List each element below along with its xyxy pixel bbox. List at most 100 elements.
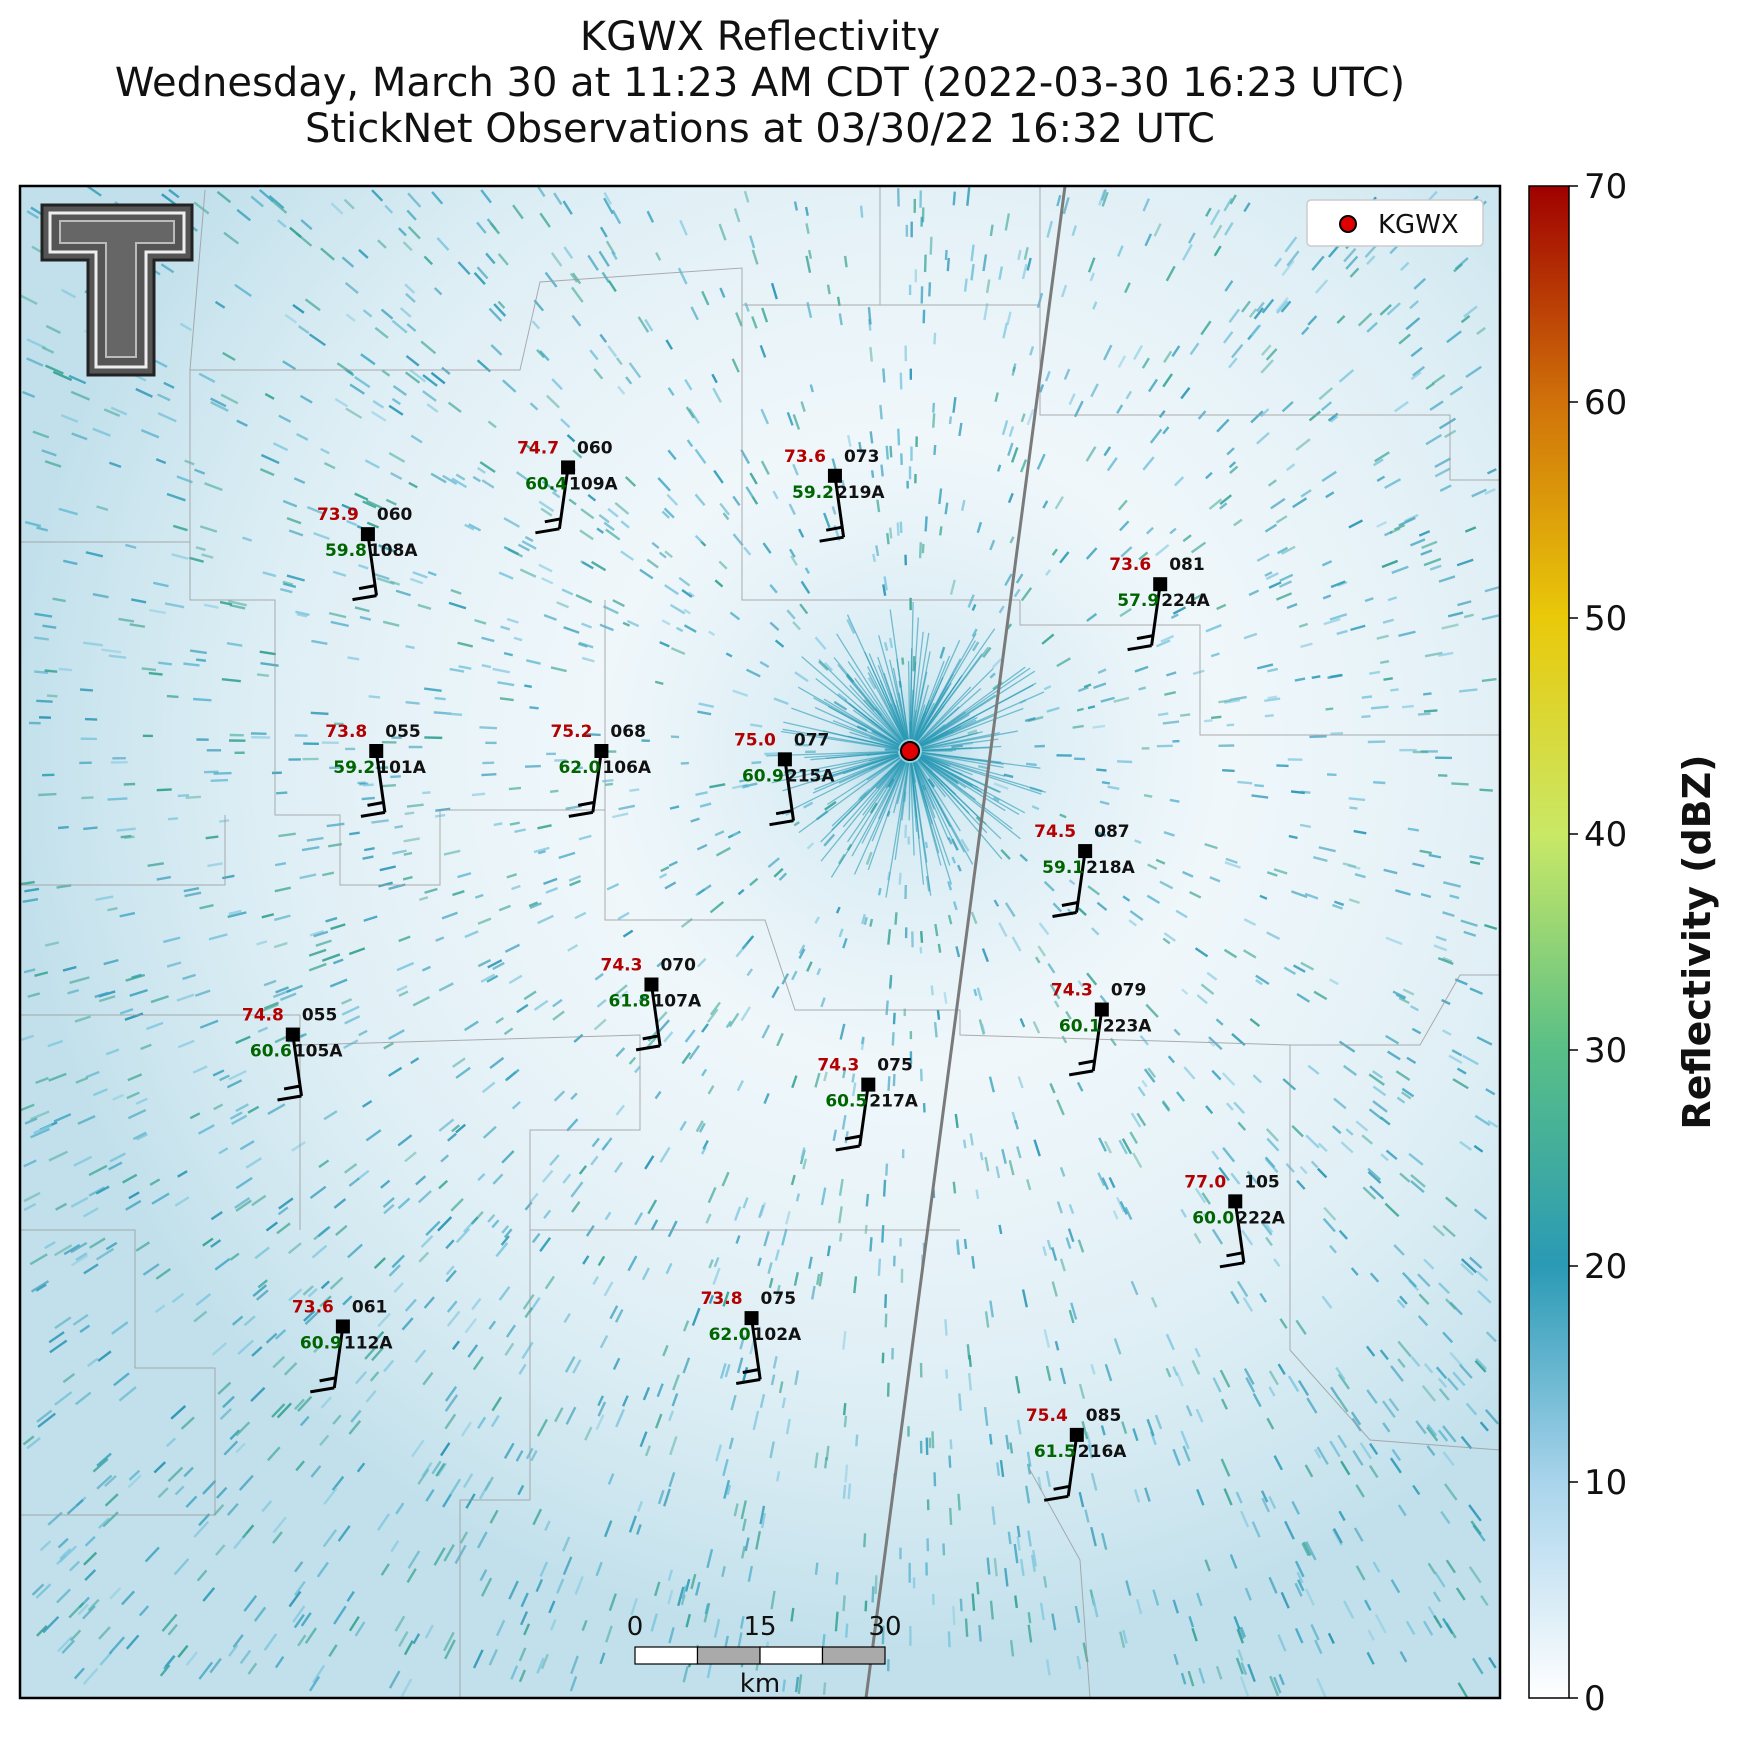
scale-label-15: 15 (743, 1612, 776, 1642)
reflectivity-speckle (841, 1115, 847, 1130)
reflectivity-speckle (1216, 418, 1230, 433)
reflectivity-speckle (293, 1613, 305, 1629)
reflectivity-speckle (346, 1590, 355, 1602)
scale-unit: km (740, 1669, 780, 1699)
reflectivity-speckle (1434, 1571, 1446, 1588)
reflectivity-speckle (1241, 300, 1251, 313)
reflectivity-speckle (1338, 1040, 1356, 1053)
reflectivity-speckle (1355, 1120, 1369, 1132)
reflectivity-speckle (951, 838, 959, 851)
clutter-ray (846, 760, 904, 843)
station-temperature: 75.4 (1026, 1406, 1068, 1426)
reflectivity-speckle (809, 384, 814, 393)
reflectivity-speckle (824, 1456, 828, 1469)
reflectivity-speckle (1266, 1137, 1280, 1152)
reflectivity-speckle (728, 1437, 734, 1450)
reflectivity-speckle (945, 1369, 949, 1379)
reflectivity-speckle (926, 1538, 930, 1552)
reflectivity-speckle (250, 732, 267, 735)
station-marker (285, 1027, 300, 1042)
reflectivity-speckle (759, 1393, 766, 1408)
reflectivity-speckle (1026, 1451, 1032, 1467)
reflectivity-speckle (276, 1222, 291, 1235)
reflectivity-speckle (1457, 1682, 1469, 1698)
reflectivity-speckle (1191, 1359, 1201, 1375)
station-pressure: 055 (385, 722, 421, 742)
reflectivity-speckle (1370, 705, 1389, 710)
reflectivity-speckle (57, 1635, 73, 1653)
reflectivity-speckle (1056, 657, 1071, 668)
reflectivity-speckle (746, 968, 754, 977)
station-id: 223A (1103, 1017, 1152, 1037)
reflectivity-speckle (126, 1091, 140, 1100)
reflectivity-speckle (1015, 1375, 1021, 1394)
reflectivity-speckle (1300, 790, 1311, 794)
reflectivity-speckle (1076, 707, 1084, 712)
reflectivity-speckle (1128, 919, 1138, 927)
station-marker (1094, 1002, 1109, 1017)
clutter-ray (814, 706, 900, 747)
reflectivity-speckle (569, 272, 579, 283)
reflectivity-speckle (437, 1216, 453, 1232)
reflectivity-speckle (308, 333, 326, 347)
reflectivity-speckle (347, 1243, 363, 1259)
reflectivity-speckle (497, 300, 506, 309)
reflectivity-speckle (1337, 1373, 1351, 1390)
reflectivity-speckle (539, 212, 551, 228)
reflectivity-speckle (774, 1249, 780, 1261)
reflectivity-speckle (1292, 497, 1308, 509)
wind-barb-flag (1078, 1059, 1095, 1066)
reflectivity-speckle (614, 501, 630, 515)
reflectivity-speckle (1174, 476, 1185, 487)
reflectivity-speckle (706, 1548, 714, 1569)
reflectivity-speckle (858, 441, 863, 454)
reflectivity-speckle (492, 667, 511, 674)
station-id: 109A (569, 474, 618, 494)
reflectivity-speckle (1350, 1411, 1362, 1426)
reflectivity-speckle (356, 1462, 366, 1473)
reflectivity-speckle (859, 205, 864, 218)
reflectivity-speckle (657, 1489, 665, 1505)
reflectivity-speckle (529, 902, 542, 910)
reflectivity-speckle (970, 264, 975, 281)
reflectivity-speckle (62, 965, 77, 972)
reflectivity-speckle (818, 660, 829, 671)
reflectivity-speckle (277, 1206, 289, 1216)
reflectivity-speckle (1379, 1349, 1389, 1361)
reflectivity-speckle (667, 387, 675, 396)
reflectivity-speckle (1056, 1099, 1065, 1116)
reflectivity-speckle (488, 307, 503, 322)
reflectivity-speckle (388, 452, 406, 463)
reflectivity-speckle (793, 201, 799, 211)
reflectivity-speckle (292, 1605, 306, 1623)
reflectivity-speckle (835, 1572, 839, 1585)
reflectivity-speckle (1264, 523, 1278, 533)
texas-tech-double-t-logo (40, 203, 194, 377)
reflectivity-speckle (482, 761, 495, 765)
reflectivity-speckle (278, 1197, 294, 1210)
reflectivity-speckle (696, 843, 708, 851)
reflectivity-speckle (1008, 426, 1015, 438)
reflectivity-speckle (1469, 987, 1484, 995)
reflectivity-speckle (1117, 499, 1128, 511)
reflectivity-speckle (591, 1137, 600, 1148)
reflectivity-speckle (38, 792, 57, 797)
reflectivity-speckle (344, 281, 359, 294)
reflectivity-speckle (1425, 433, 1442, 446)
reflectivity-speckle (1399, 1295, 1408, 1305)
reflectivity-speckle (30, 1280, 50, 1293)
reflectivity-speckle (1142, 198, 1151, 212)
reflectivity-speckle (1017, 249, 1022, 261)
reflectivity-speckle (1318, 387, 1334, 401)
reflectivity-speckle (1325, 707, 1334, 711)
reflectivity-speckle (358, 1029, 368, 1037)
reflectivity-speckle (423, 255, 434, 266)
reflectivity-speckle (1453, 263, 1463, 273)
reflectivity-speckle (1076, 1655, 1082, 1670)
reflectivity-speckle (833, 700, 848, 711)
reflectivity-speckle (1438, 1282, 1450, 1295)
reflectivity-speckle (238, 1474, 254, 1491)
reflectivity-speckle (1477, 1289, 1492, 1304)
reflectivity-speckle (1366, 1389, 1378, 1404)
reflectivity-speckle (1410, 1180, 1425, 1194)
